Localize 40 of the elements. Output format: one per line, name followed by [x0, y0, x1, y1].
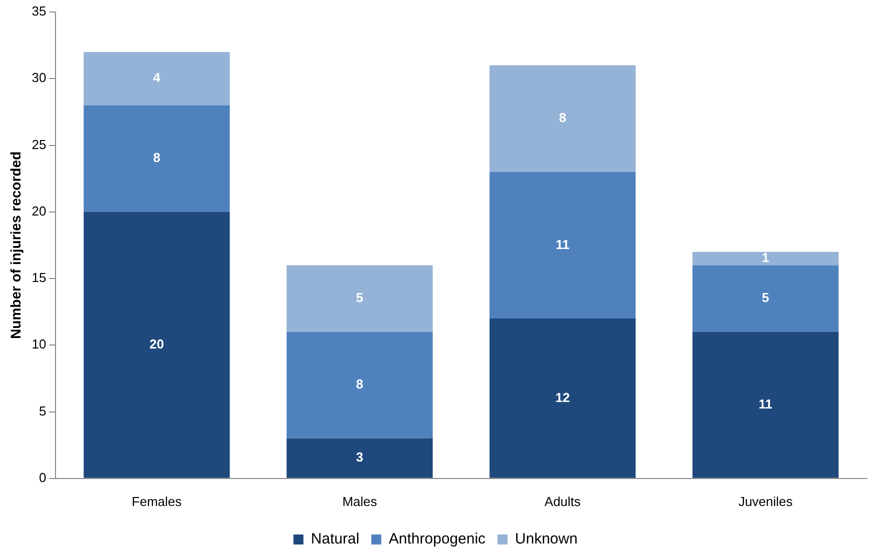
bar [286, 265, 433, 332]
legend-label: Natural [310, 530, 360, 548]
y-tick-label: 5 [39, 403, 46, 418]
bar [84, 105, 230, 212]
data-label: 5 [356, 290, 364, 306]
bar [286, 438, 433, 478]
data-label: 20 [149, 336, 164, 352]
bar [84, 212, 230, 478]
y-tick-label: 35 [32, 4, 46, 19]
y-tick-label: 30 [32, 70, 46, 86]
data-label: 4 [153, 70, 162, 86]
bar [692, 265, 839, 332]
y-tick-label: 25 [32, 136, 46, 152]
bar [84, 52, 230, 106]
bar [692, 252, 839, 266]
legend-label: Unknown [515, 530, 578, 548]
bar [692, 332, 839, 478]
bar [490, 172, 636, 318]
legend-label: Anthropogenic [388, 530, 486, 548]
y-tick-label: 10 [32, 336, 46, 352]
data-label: 1 [762, 250, 770, 266]
y-tick-label: 15 [32, 270, 46, 286]
data-label: 11 [758, 396, 772, 412]
bar [490, 318, 636, 478]
bar [490, 65, 636, 172]
data-label: 12 [555, 390, 570, 405]
data-label: 8 [356, 376, 364, 392]
data-label: 3 [356, 450, 364, 465]
y-tick-label: 20 [32, 203, 46, 218]
x-tick-label: Juveniles [738, 494, 794, 509]
data-label: 5 [762, 290, 770, 306]
x-tick-label: Adults [544, 494, 582, 509]
data-label: 11 [556, 236, 570, 252]
y-tick-label: 0 [39, 470, 46, 485]
data-label: 8 [153, 150, 160, 166]
x-tick-label: Females [132, 494, 182, 509]
x-tick-label: Males [342, 494, 378, 509]
data-label: 8 [558, 110, 566, 126]
bar [286, 332, 433, 438]
y-axis-title: Number of injuries recorded [7, 151, 24, 339]
